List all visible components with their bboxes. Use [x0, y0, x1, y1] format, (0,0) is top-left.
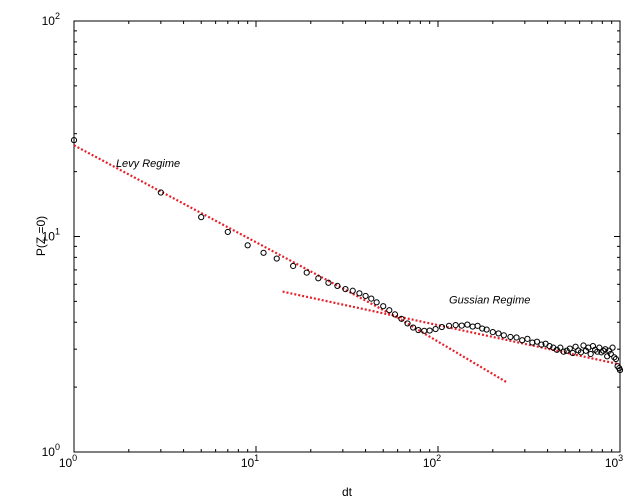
data-point [566, 345, 573, 352]
data-point [607, 350, 614, 358]
data-point [602, 346, 609, 353]
data-point [380, 303, 387, 310]
data-point [458, 322, 465, 329]
data-point [426, 327, 433, 334]
data-point [495, 330, 502, 337]
y-tick-label: 102 [42, 11, 60, 28]
data-point [373, 299, 380, 306]
x-tick-label: 102 [423, 453, 441, 470]
data-point [356, 290, 363, 297]
data-point [315, 275, 322, 282]
x-tick-label: 101 [241, 453, 259, 470]
axis-tick-labels: 100 101 102 103 100 101 102 [42, 11, 624, 470]
data-point [474, 322, 481, 329]
annotations: Levy Regime Gussian Regime [116, 158, 530, 306]
data-point [546, 343, 553, 350]
data-point [70, 137, 78, 144]
data-point [587, 350, 594, 358]
data-point [334, 282, 341, 289]
axis-ticks [74, 21, 620, 452]
data-point [415, 326, 422, 334]
data-point [616, 366, 624, 374]
data-point [569, 349, 576, 357]
data-point [533, 338, 541, 345]
data-point [500, 332, 507, 339]
data-point [404, 320, 411, 327]
data-point [538, 341, 545, 348]
annotation-label: Levy Regime [116, 158, 180, 170]
fit-line [282, 290, 621, 366]
plot-frame [73, 20, 621, 453]
data-point [303, 269, 310, 276]
data-point [198, 214, 205, 221]
data-point [489, 329, 496, 336]
fit-line [73, 144, 399, 319]
data-point [260, 249, 267, 256]
data-point [386, 307, 393, 314]
data-point [560, 348, 567, 355]
data-point [349, 287, 356, 294]
data-point [398, 315, 405, 322]
x-axis-label: dt [342, 485, 353, 499]
x-tick-label: 100 [59, 453, 77, 470]
data-point [483, 326, 490, 333]
data-point [368, 295, 375, 302]
data-point [479, 325, 486, 332]
data-point [391, 311, 399, 318]
y-tick-label: 100 [42, 442, 60, 459]
data-point [290, 262, 297, 270]
data-point [273, 255, 280, 262]
annotation-label: Gussian Regime [449, 294, 530, 306]
data-point [445, 322, 453, 329]
data-point [605, 347, 613, 354]
data-point [513, 334, 520, 341]
y-tick-label: 101 [42, 227, 60, 244]
data-point [609, 344, 616, 351]
data-point [157, 189, 164, 196]
data-point [464, 321, 471, 328]
y-axis-label: P(Z =0) [34, 216, 48, 256]
data-point [224, 228, 231, 236]
data-point [507, 333, 514, 341]
data-point [438, 323, 445, 331]
data-point [611, 354, 618, 361]
data-point [452, 322, 459, 329]
data-point [612, 355, 620, 363]
data-point [362, 292, 369, 300]
data-points [70, 137, 624, 374]
data-point [557, 344, 564, 351]
data-point [432, 325, 439, 333]
data-point [524, 335, 531, 342]
data-point [244, 242, 251, 249]
x-tick-label: 103 [605, 453, 623, 470]
data-point [325, 279, 332, 286]
data-point [580, 342, 587, 349]
data-point [342, 286, 349, 293]
data-point [410, 324, 417, 331]
